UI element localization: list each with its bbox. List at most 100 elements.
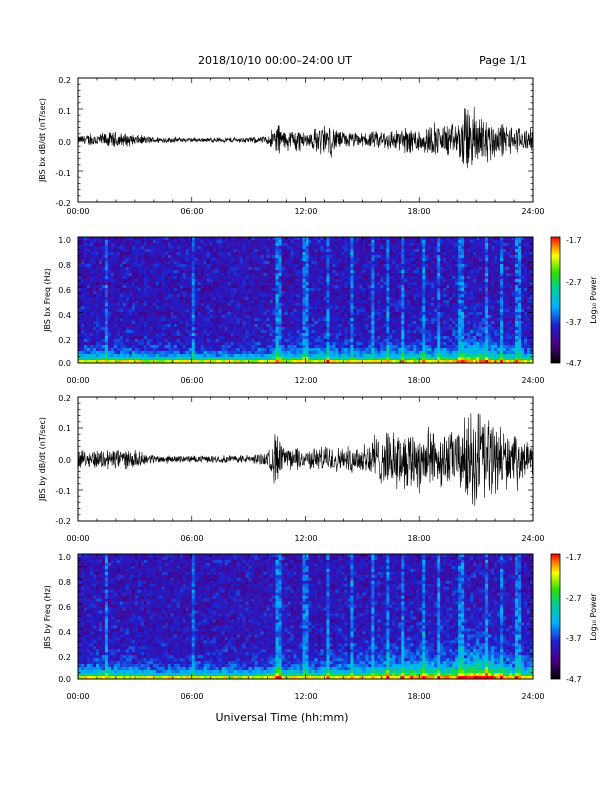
spectrogram-cell: [227, 270, 231, 274]
spectrogram-cell: [125, 297, 130, 301]
spectrogram-cell: [140, 270, 145, 274]
spectrogram-cell: [368, 303, 372, 307]
spectrogram-cell: [92, 294, 97, 298]
spectrogram-cell: [290, 300, 294, 304]
spectrogram-cell: [248, 351, 252, 355]
spectrogram-cell: [422, 270, 426, 274]
spectrogram-cell: [422, 264, 426, 268]
spectrogram-cell: [266, 279, 270, 283]
spectrogram-cell: [398, 285, 402, 289]
spectrogram-cell: [119, 303, 124, 307]
spectrogram-cell: [146, 246, 151, 250]
spectrogram-cell: [122, 255, 127, 259]
spectrogram-cell: [78, 345, 82, 349]
spectrogram-cell: [263, 318, 267, 322]
spectrogram-cell: [422, 267, 426, 271]
spectrogram-cell: [236, 273, 240, 277]
y-tick-label: -0.2: [55, 199, 71, 208]
spectrogram-cell: [332, 282, 336, 286]
spectrogram-cell: [308, 354, 312, 358]
spectrogram-cell: [230, 282, 234, 286]
spectrogram-cell: [110, 288, 115, 292]
spectrogram-cell: [152, 321, 157, 325]
spectrogram-cell: [131, 345, 136, 349]
spectrogram-cell: [161, 273, 166, 277]
spectrogram-cell: [191, 330, 196, 334]
spectrogram-cell: [239, 294, 243, 298]
spectrogram-cell: [164, 261, 169, 265]
spectrogram-cell: [131, 348, 136, 352]
spectrogram-cell: [233, 327, 237, 331]
spectrogram-cell: [251, 333, 255, 337]
spectrogram-cell: [278, 246, 282, 250]
spectrogram-cell: [179, 360, 184, 364]
spectrogram-cell: [407, 252, 411, 256]
spectrogram-cell: [146, 351, 151, 355]
spectrogram-cell: [260, 303, 264, 307]
spectrogram-cell: [290, 297, 294, 301]
spectrogram-cell: [266, 339, 270, 343]
spectrogram-cell: [323, 294, 327, 298]
spectrogram-cell: [203, 360, 208, 364]
spectrogram-cell: [236, 255, 240, 259]
spectrogram-cell: [155, 297, 160, 301]
spectrogram-cell: [281, 315, 285, 319]
spectrogram-cell: [254, 264, 258, 268]
spectrogram-cell: [185, 333, 190, 337]
spectrogram-cell: [221, 267, 225, 271]
spectrogram-cell: [185, 255, 190, 259]
spectrogram-cell: [179, 270, 184, 274]
spectrogram-cell: [329, 312, 333, 316]
spectrogram-cell: [212, 258, 216, 262]
spectrogram-cell: [386, 246, 390, 250]
spectrogram-cell: [293, 294, 297, 298]
spectrogram-cell: [89, 342, 94, 346]
spectrogram-cell: [92, 297, 97, 301]
spectrogram-cell: [275, 294, 279, 298]
spectrogram-cell: [374, 243, 378, 247]
spectrogram-cell: [245, 264, 249, 268]
spectrogram-cell: [404, 267, 408, 271]
spectrogram-cell: [221, 255, 225, 259]
spectrogram-cell: [209, 351, 213, 355]
spectrogram-cell: [317, 354, 321, 358]
spectrogram-cell: [266, 351, 270, 355]
spectrogram-cell: [347, 279, 351, 283]
spectrogram-cell: [380, 354, 384, 358]
spectrogram-cell: [323, 327, 327, 331]
spectrogram-cell: [404, 285, 408, 289]
spectrogram-cell: [272, 276, 276, 280]
spectrogram-cell: [182, 270, 187, 274]
spectrogram-cell: [284, 267, 288, 271]
spectrogram-cell: [347, 348, 351, 352]
spectrogram-cell: [170, 345, 175, 349]
spectrogram-cell: [383, 330, 387, 334]
spectrogram-cell: [167, 252, 172, 256]
spectrogram-cell: [314, 240, 318, 244]
spectrogram-cell: [386, 240, 390, 244]
spectrogram-cell: [278, 294, 282, 298]
spectrogram-cell: [338, 297, 342, 301]
spectrogram-cell: [152, 264, 157, 268]
spectrogram-cell: [260, 336, 264, 340]
spectrogram-cell: [305, 309, 309, 313]
spectrogram-cell: [125, 309, 130, 313]
spectrogram-cells: [78, 237, 534, 364]
spectrogram-cell: [239, 315, 243, 319]
spectrogram-cell: [335, 354, 339, 358]
spectrogram-cell: [89, 261, 94, 265]
spectrogram-cell: [275, 345, 279, 349]
spectrogram-cell: [230, 291, 234, 295]
spectrogram-cell: [92, 339, 97, 343]
spectrogram-cell: [395, 243, 399, 247]
spectrogram-cell: [365, 282, 369, 286]
spectrogram-cell: [251, 291, 255, 295]
spectrogram-cell: [257, 336, 261, 340]
spectrogram-cell: [209, 279, 213, 283]
spectrogram-cell: [101, 282, 106, 286]
spectrogram-cell: [113, 264, 118, 268]
spectrogram-cell: [293, 354, 297, 358]
spectrogram-cell: [317, 297, 321, 301]
spectrogram-cell: [143, 348, 148, 352]
spectrogram-cell: [146, 294, 151, 298]
